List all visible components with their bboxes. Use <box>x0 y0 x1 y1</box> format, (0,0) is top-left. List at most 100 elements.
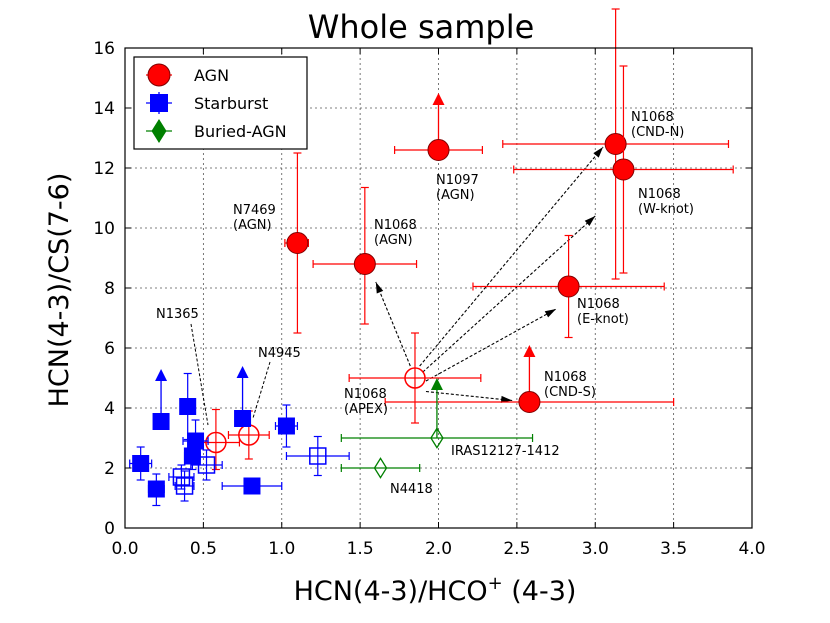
starburst-marker <box>197 456 216 474</box>
legend-marker <box>147 63 171 87</box>
y-tick-label: 14 <box>93 99 115 119</box>
agn-point <box>284 152 309 334</box>
point-annotation: IRAS12127-1412 <box>451 444 560 459</box>
dashed-arrow-head <box>500 395 513 403</box>
dashed-arrow-head <box>593 147 604 158</box>
agn-point <box>472 234 665 339</box>
agn-marker <box>604 133 627 155</box>
point-annotation: N1365 <box>156 307 199 322</box>
point-annotation: N7469 <box>233 203 276 218</box>
agn-point <box>513 65 734 274</box>
point-annotation-sub: (CND-S) <box>544 385 596 400</box>
x-axis-label-main: HCN(4-3)/HCO <box>294 576 488 607</box>
lower-limit-arrowhead <box>236 366 249 378</box>
leader-line-n1365 <box>190 323 209 426</box>
starburst-marker <box>277 417 295 435</box>
lower-limit-arrowhead <box>430 378 443 390</box>
point-annotation: N1068 <box>374 218 417 233</box>
dashed-arrow-head <box>375 282 384 294</box>
dashed-arrow-line <box>375 281 411 367</box>
starburst-point <box>274 404 299 448</box>
x-tick-label: 2.5 <box>503 539 530 559</box>
starburst-marker <box>132 455 150 472</box>
data-layer: N7469(AGN) N1068(AGN)N1097(AGN)N1068(CND-… <box>129 8 734 507</box>
x-tick-label: 1.5 <box>347 539 374 559</box>
dashed-arrow-line <box>419 146 604 367</box>
point-annotation: N1068 <box>638 187 681 202</box>
y-tick-label: 6 <box>104 339 115 359</box>
starburst-marker <box>175 477 194 495</box>
legend-marker <box>150 94 168 112</box>
point-annotation: N1068 <box>344 387 387 402</box>
point-annotation: N1068 <box>631 110 674 125</box>
starburst-marker <box>234 410 252 427</box>
starburst-point <box>147 473 165 507</box>
starburst-point <box>152 369 170 430</box>
starburst-point <box>174 470 195 502</box>
point-annotation: N1097 <box>436 173 479 188</box>
starburst-marker <box>243 477 261 495</box>
agn-point <box>502 8 730 280</box>
lower-limit-arrowhead <box>523 345 536 357</box>
agn-marker <box>612 158 635 181</box>
buried-agn-marker <box>373 457 388 479</box>
lower-limit-arrowhead <box>432 93 445 105</box>
x-tick-label: 0.5 <box>190 539 217 559</box>
point-annotation: N1068 <box>544 370 587 385</box>
legend-marker <box>151 118 167 144</box>
tick-layer: 0.0 0.5 1.0 1.5 2.0 2.5 3.0 3.5 4.0 0 2 4 6 8 10 12 14 16 <box>93 39 765 559</box>
dashed-arrow-line <box>422 215 596 373</box>
y-tick-label: 4 <box>104 399 115 419</box>
starburst-point <box>129 446 153 481</box>
buried-agn-marker <box>430 427 444 449</box>
legend: AGN Starburst Buried-AGN <box>133 56 308 150</box>
starburst-marker <box>152 413 170 430</box>
starburst-point <box>285 435 350 477</box>
x-tick-label: 3.5 <box>660 539 687 559</box>
agn-marker <box>557 275 580 298</box>
chart-title: Whole sample <box>308 8 535 46</box>
starburst-marker <box>187 432 205 450</box>
point-annotation-sub: (W-knot) <box>638 202 694 217</box>
agn-marker <box>286 232 309 254</box>
y-tick-label: 0 <box>104 519 115 539</box>
x-tick-label: 1.0 <box>268 539 295 559</box>
starburst-point <box>182 419 209 463</box>
dashed-arrow-line <box>425 390 513 402</box>
starburst-point <box>221 477 283 495</box>
starburst-point <box>168 464 195 490</box>
agn-point <box>394 93 483 161</box>
point-annotation-sub: (AGN) <box>233 218 272 233</box>
starburst-marker <box>172 468 191 486</box>
lower-limit-arrowhead <box>155 369 168 381</box>
point-annotation-sub: (APEX) <box>344 402 388 417</box>
agn-point <box>384 345 675 413</box>
agn-marker <box>518 391 541 413</box>
dashed-arrow-head <box>544 309 557 318</box>
x-tick-label: 0.0 <box>111 539 138 559</box>
agn-point <box>312 186 418 325</box>
point-annotation: N4945 <box>258 346 301 361</box>
y-tick-label: 16 <box>93 39 115 59</box>
x-axis-label-sup: + <box>488 573 503 594</box>
starburst-marker <box>309 447 327 465</box>
y-tick-label: 8 <box>104 279 115 299</box>
x-tick-label: 4.0 <box>738 539 765 559</box>
agn-marker <box>427 139 450 161</box>
dashed-arrow-head <box>584 216 596 226</box>
agn-marker <box>205 431 227 454</box>
x-tick-label: 3.0 <box>582 539 609 559</box>
buried-agn-point <box>340 378 534 449</box>
buried-agn-point <box>340 457 421 479</box>
starburst-point <box>179 372 197 441</box>
point-annotation-sub: (CND-N) <box>631 125 684 140</box>
x-axis-label: HCN(4-3)/HCO+ (4-3) <box>294 573 577 607</box>
legend-label: Buried-AGN <box>194 122 287 141</box>
starburst-marker <box>179 398 197 415</box>
point-annotation-sub: (AGN) <box>374 233 413 248</box>
y-tick-label: 2 <box>104 459 115 479</box>
point-annotation: N4418 <box>390 482 433 497</box>
y-axis-label: HCN(4-3)/CS(7-6) <box>44 173 75 408</box>
agn-marker <box>404 367 426 389</box>
